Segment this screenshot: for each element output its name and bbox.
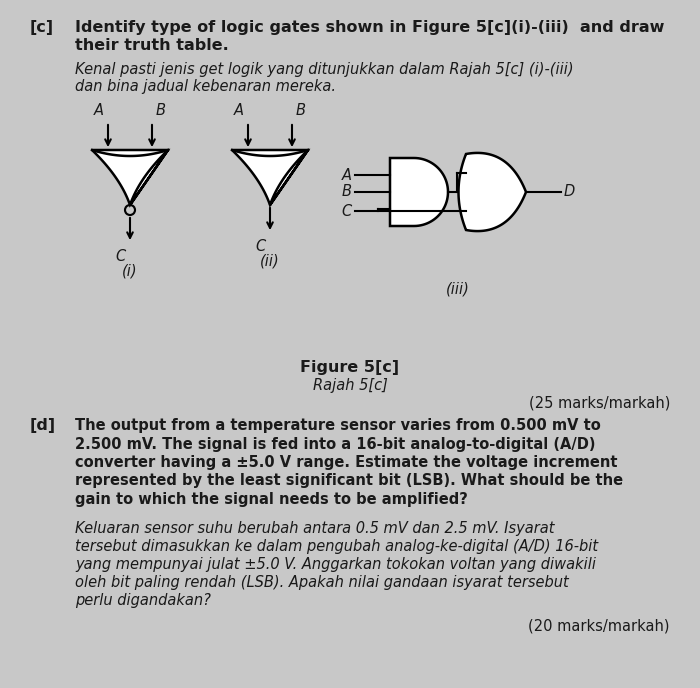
Text: (25 marks/markah): (25 marks/markah)	[528, 396, 670, 411]
Text: Kenal pasti jenis get logik yang ditunjukkan dalam Rajah 5[c] (i)-(iii): Kenal pasti jenis get logik yang ditunju…	[75, 62, 573, 77]
Text: perlu digandakan?: perlu digandakan?	[75, 592, 211, 608]
Text: (i): (i)	[122, 263, 138, 278]
Text: dan bina jadual kebenaran mereka.: dan bina jadual kebenaran mereka.	[75, 79, 336, 94]
Polygon shape	[92, 150, 168, 205]
Text: [c]: [c]	[30, 20, 54, 35]
Text: (20 marks/markah): (20 marks/markah)	[528, 619, 670, 634]
Text: B: B	[296, 103, 306, 118]
Text: represented by the least significant bit (LSB). What should be the: represented by the least significant bit…	[75, 473, 623, 488]
Text: C: C	[342, 204, 352, 219]
Polygon shape	[232, 150, 308, 205]
Text: yang mempunyai julat ±5.0 V. Anggarkan tokokan voltan yang diwakili: yang mempunyai julat ±5.0 V. Anggarkan t…	[75, 557, 596, 572]
Text: their truth table.: their truth table.	[75, 38, 229, 53]
Text: Keluaran sensor suhu berubah antara 0.5 mV dan 2.5 mV. Isyarat: Keluaran sensor suhu berubah antara 0.5 …	[75, 521, 554, 535]
Text: D: D	[564, 184, 575, 200]
Text: A: A	[342, 167, 352, 182]
Text: A: A	[94, 103, 104, 118]
Text: B: B	[156, 103, 166, 118]
Text: A: A	[234, 103, 244, 118]
Text: Rajah 5[c]: Rajah 5[c]	[313, 378, 387, 393]
Text: C: C	[116, 249, 126, 264]
Text: (ii): (ii)	[260, 253, 280, 268]
Text: oleh bit paling rendah (LSB). Apakah nilai gandaan isyarat tersebut: oleh bit paling rendah (LSB). Apakah nil…	[75, 574, 568, 590]
Text: gain to which the signal needs to be amplified?: gain to which the signal needs to be amp…	[75, 492, 468, 507]
Text: converter having a ±5.0 V range. Estimate the voltage increment: converter having a ±5.0 V range. Estimat…	[75, 455, 617, 470]
Text: B: B	[342, 184, 352, 200]
Text: [d]: [d]	[30, 418, 56, 433]
Polygon shape	[390, 158, 448, 226]
Text: Identify type of logic gates shown in Figure 5[c](i)-(iii)  and draw: Identify type of logic gates shown in Fi…	[75, 20, 664, 35]
Text: The output from a temperature sensor varies from 0.500 mV to: The output from a temperature sensor var…	[75, 418, 601, 433]
Text: 2.500 mV. The signal is fed into a 16-bit analog-to-digital (A/D): 2.500 mV. The signal is fed into a 16-bi…	[75, 436, 596, 451]
Text: Figure 5[c]: Figure 5[c]	[300, 360, 400, 375]
Text: tersebut dimasukkan ke dalam pengubah analog-ke-digital (A/D) 16-bit: tersebut dimasukkan ke dalam pengubah an…	[75, 539, 598, 554]
Text: C: C	[256, 239, 266, 254]
Polygon shape	[458, 153, 526, 231]
Text: (iii): (iii)	[446, 281, 470, 296]
